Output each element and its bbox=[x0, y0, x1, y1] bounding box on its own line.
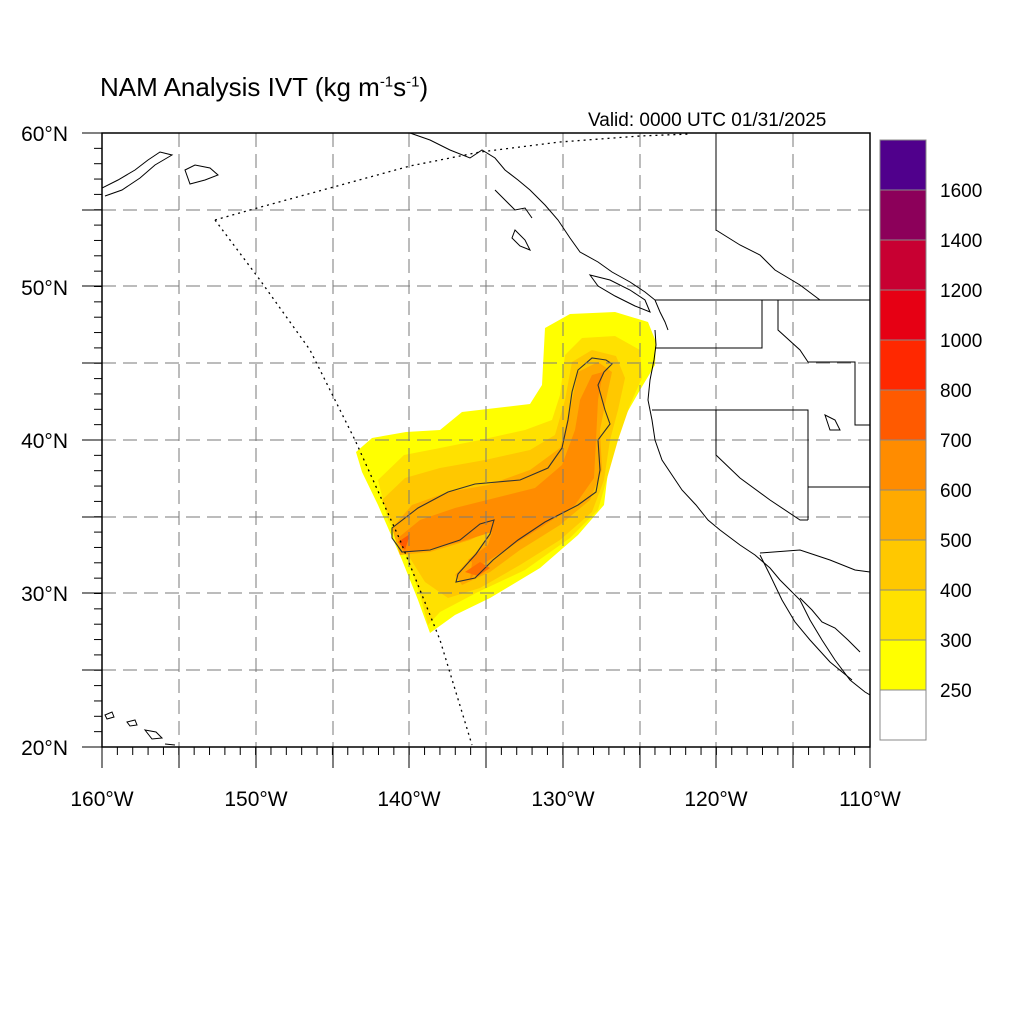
colorbar-label: 1600 bbox=[940, 181, 982, 202]
lon-label: 150°W bbox=[224, 788, 287, 811]
colorbar-swatch bbox=[879, 439, 927, 491]
lat-label: 20°N bbox=[21, 737, 68, 760]
colorbar-label: 600 bbox=[940, 481, 972, 502]
colorbar-label: 250 bbox=[940, 681, 972, 702]
lon-tick-labels: 160°W 150°W 140°W 130°W 120°W 110°W bbox=[70, 788, 901, 811]
coastlines bbox=[102, 133, 870, 746]
political-borders bbox=[652, 133, 870, 573]
title-end: ) bbox=[419, 72, 429, 102]
lat-tick-labels: 20°N 30°N 40°N 50°N 60°N bbox=[21, 123, 68, 760]
plot-area bbox=[102, 133, 870, 747]
model-domain-boundary bbox=[214, 133, 691, 746]
lat-label: 30°N bbox=[21, 583, 68, 606]
colorbar-label: 400 bbox=[940, 581, 972, 602]
colorbar-swatch bbox=[879, 589, 927, 641]
map-title: NAM Analysis IVT (kg m-1s-1) bbox=[100, 72, 428, 103]
colorbar-label: 1200 bbox=[940, 281, 982, 302]
lon-label: 160°W bbox=[70, 788, 133, 811]
colorbar-label: 700 bbox=[940, 431, 972, 452]
colorbar-swatch bbox=[879, 239, 927, 291]
colorbar-swatch bbox=[879, 289, 927, 341]
colorbar-swatch bbox=[879, 189, 927, 241]
colorbar-label: 1400 bbox=[940, 231, 982, 252]
ivt-600-700-region bbox=[398, 372, 603, 580]
lat-label: 60°N bbox=[21, 123, 68, 146]
title-main: NAM Analysis IVT (kg m bbox=[100, 72, 380, 102]
colorbar-swatch bbox=[879, 539, 927, 591]
colorbar-swatch bbox=[879, 489, 927, 541]
colorbar-label: 500 bbox=[940, 531, 972, 552]
colorbar-label: 300 bbox=[940, 631, 972, 652]
lat-label: 40°N bbox=[21, 430, 68, 453]
colorbar-swatch bbox=[879, 389, 927, 441]
minor-ticks bbox=[94, 132, 871, 755]
title-sup1: -1 bbox=[379, 73, 394, 91]
lon-label: 140°W bbox=[377, 788, 440, 811]
title-mid: s bbox=[393, 72, 407, 102]
ivt-contour-line bbox=[391, 357, 613, 583]
title-sup2: -1 bbox=[406, 73, 420, 91]
valid-time-label: Valid: 0000 UTC 01/31/2025 bbox=[588, 110, 827, 131]
lon-label: 110°W bbox=[839, 788, 901, 811]
ivt-700-800-region-2 bbox=[465, 562, 490, 576]
colorbar-swatch bbox=[879, 639, 927, 691]
lon-label: 130°W bbox=[531, 788, 594, 811]
colorbar-swatch bbox=[879, 139, 927, 191]
colorbar-label: 1000 bbox=[940, 331, 982, 352]
lon-label: 120°W bbox=[684, 788, 747, 811]
ivt-shading bbox=[356, 312, 656, 633]
colorbar-label: 800 bbox=[940, 381, 972, 402]
ivt-700-800-region bbox=[398, 534, 410, 550]
lat-label: 50°N bbox=[21, 277, 68, 300]
colorbar: 250 300 400 500 600 700 800 1000 1200 1400 1600 bbox=[879, 139, 982, 741]
colorbar-swatch bbox=[879, 339, 927, 391]
graticule bbox=[102, 133, 870, 747]
colorbar-swatch bbox=[879, 689, 927, 741]
